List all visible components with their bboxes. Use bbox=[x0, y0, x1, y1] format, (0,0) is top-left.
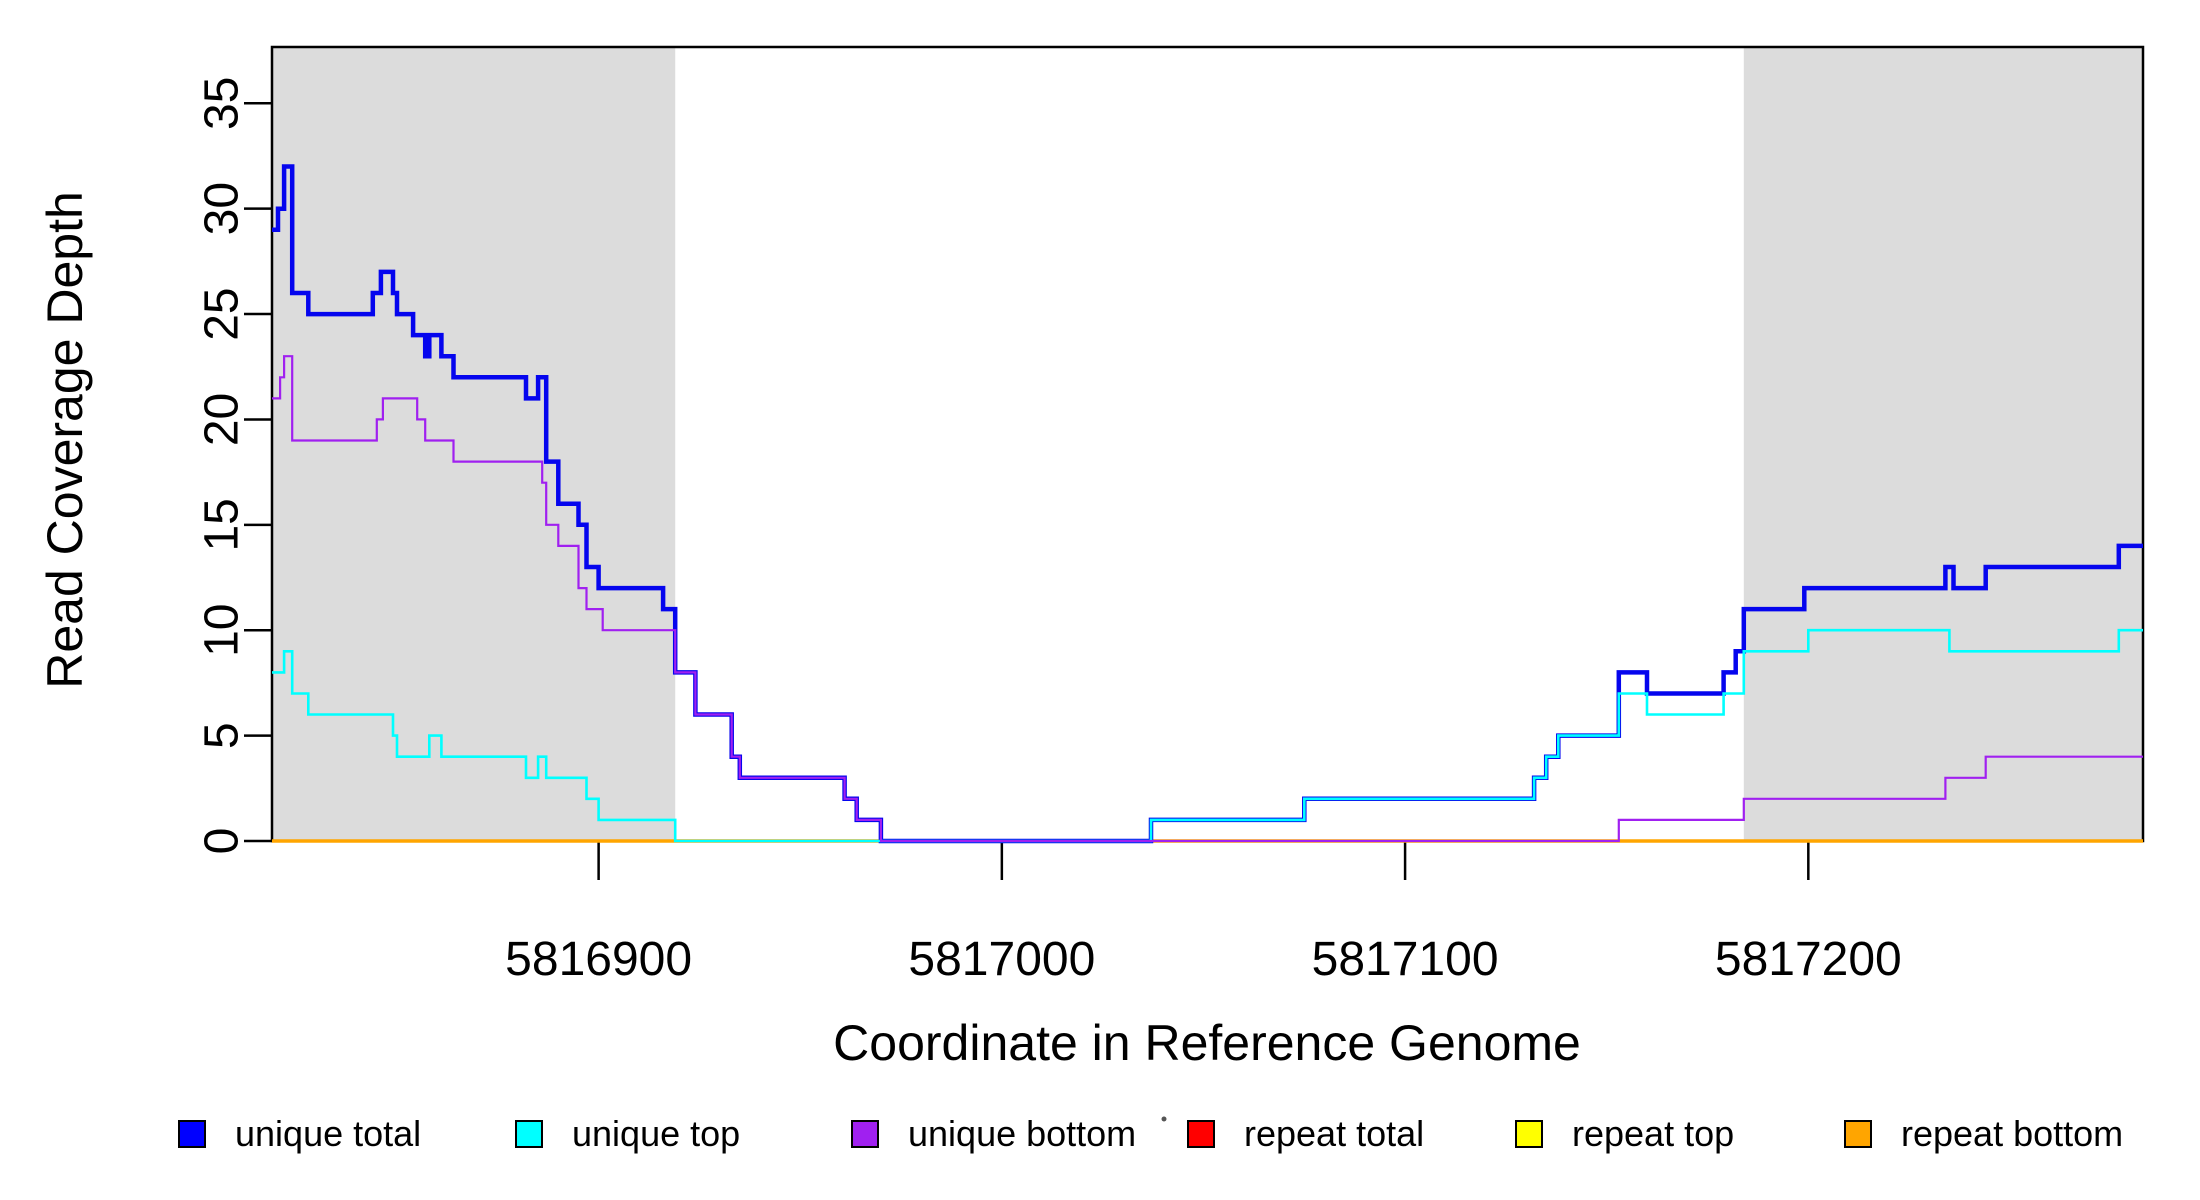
legend-label: unique total bbox=[235, 1113, 421, 1154]
y-tick-label: 0 bbox=[196, 828, 249, 855]
x-tick-label: 5817100 bbox=[1312, 933, 1499, 986]
shaded-region bbox=[272, 47, 676, 841]
legend-label: repeat total bbox=[1244, 1113, 1424, 1154]
legend-swatch-unique-top bbox=[515, 1120, 543, 1148]
shaded-regions bbox=[272, 47, 2143, 841]
legend-swatch-repeat-top bbox=[1515, 1120, 1543, 1148]
x-tick-label: 5816900 bbox=[505, 933, 692, 986]
x-tick-label: 5817000 bbox=[908, 933, 1095, 986]
x-tick-label: 5817200 bbox=[1715, 933, 1902, 986]
series-unique-bottom-line bbox=[272, 355, 2143, 843]
legend-item-unique-top: unique top bbox=[515, 1113, 740, 1154]
y-axis: 0 5 10 15 20 25 30 35 bbox=[196, 77, 272, 855]
legend-item-unique-total: unique total bbox=[178, 1113, 421, 1154]
x-axis-title: Coordinate in Reference Genome bbox=[833, 1015, 1581, 1071]
legend-label: unique bottom bbox=[908, 1113, 1136, 1154]
legend-label: repeat bottom bbox=[1901, 1113, 2123, 1154]
legend-item-repeat-bottom: repeat bottom bbox=[1844, 1113, 2123, 1154]
y-tick-label: 35 bbox=[196, 77, 249, 130]
y-tick-label: 5 bbox=[196, 722, 249, 749]
series-unique-top-line bbox=[272, 628, 2143, 843]
x-axis: 5816900 5817000 5817100 5817200 bbox=[505, 841, 1902, 986]
y-tick-label: 15 bbox=[196, 498, 249, 551]
legend-item-unique-bottom: unique bottom bbox=[851, 1113, 1136, 1154]
legend-item-repeat-top: repeat top bbox=[1515, 1113, 1734, 1154]
legend-swatch-repeat-bottom bbox=[1844, 1120, 1872, 1148]
legend-item-repeat-total: repeat total bbox=[1187, 1113, 1424, 1154]
legend-label: unique top bbox=[572, 1113, 740, 1154]
y-tick-label: 30 bbox=[196, 182, 249, 235]
y-tick-label: 10 bbox=[196, 604, 249, 657]
y-tick-label: 20 bbox=[196, 393, 249, 446]
legend-label: repeat top bbox=[1572, 1113, 1734, 1154]
y-axis-title: Read Coverage Depth bbox=[37, 191, 93, 689]
y-tick-label: 25 bbox=[196, 287, 249, 340]
series-lines bbox=[272, 164, 2143, 844]
legend: unique total unique top unique bottom repea… bbox=[178, 1113, 2123, 1154]
legend-swatch-unique-bottom bbox=[851, 1120, 879, 1148]
stray-mark bbox=[1161, 1116, 1167, 1122]
shaded-region bbox=[1743, 47, 2143, 841]
legend-swatch-unique-total bbox=[178, 1120, 206, 1148]
legend-swatch-repeat-total bbox=[1187, 1120, 1215, 1148]
